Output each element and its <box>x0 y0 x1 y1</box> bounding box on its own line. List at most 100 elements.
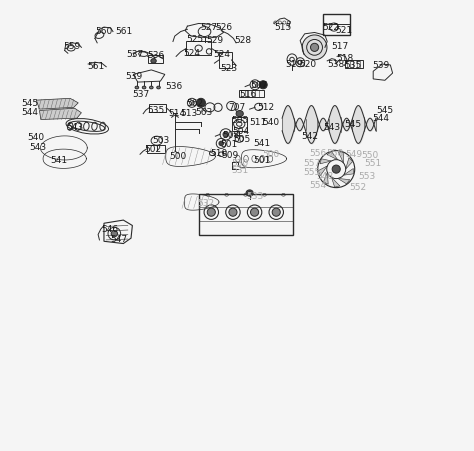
Ellipse shape <box>332 165 340 173</box>
Bar <box>323 14 350 35</box>
Text: 518: 518 <box>336 54 354 63</box>
Ellipse shape <box>207 208 215 216</box>
Text: 503: 503 <box>152 136 170 145</box>
Ellipse shape <box>246 190 253 196</box>
Text: 501: 501 <box>220 140 237 149</box>
Ellipse shape <box>157 86 160 89</box>
Text: 510: 510 <box>210 149 227 158</box>
Text: 548: 548 <box>316 172 333 181</box>
Text: 535: 535 <box>344 61 362 70</box>
Text: 516: 516 <box>239 90 256 99</box>
Bar <box>239 90 264 97</box>
Ellipse shape <box>135 86 139 89</box>
Polygon shape <box>338 179 350 184</box>
Text: 541: 541 <box>50 156 67 165</box>
Text: 539: 539 <box>372 61 390 70</box>
Text: 558: 558 <box>326 149 344 158</box>
Ellipse shape <box>111 230 118 237</box>
Ellipse shape <box>310 43 319 51</box>
Ellipse shape <box>149 86 153 89</box>
Text: 554: 554 <box>309 181 326 190</box>
Polygon shape <box>323 172 328 184</box>
Text: 502: 502 <box>145 145 162 154</box>
Text: 560: 560 <box>95 27 112 36</box>
Ellipse shape <box>259 81 267 89</box>
Text: 528: 528 <box>235 36 252 45</box>
Bar <box>199 194 293 235</box>
Text: 509: 509 <box>221 151 238 160</box>
Text: 561: 561 <box>87 62 105 71</box>
Text: 562: 562 <box>186 99 204 108</box>
Text: 530: 530 <box>232 159 249 168</box>
Text: 531: 531 <box>232 166 249 175</box>
Ellipse shape <box>196 98 205 107</box>
Text: 549: 549 <box>345 150 362 159</box>
Text: 550: 550 <box>361 151 378 160</box>
Polygon shape <box>338 152 344 163</box>
Text: 519: 519 <box>286 60 303 69</box>
Text: 527: 527 <box>200 23 217 32</box>
Bar <box>147 145 165 153</box>
Text: 540: 540 <box>27 133 45 142</box>
Text: 543: 543 <box>29 143 46 152</box>
Text: 504: 504 <box>232 127 250 136</box>
Text: 545: 545 <box>344 120 362 129</box>
Text: 552: 552 <box>349 183 366 192</box>
Text: 524: 524 <box>183 49 200 58</box>
Text: 532: 532 <box>197 199 214 208</box>
Polygon shape <box>320 159 331 164</box>
Polygon shape <box>331 177 340 187</box>
Text: 538: 538 <box>327 60 345 69</box>
Text: 517: 517 <box>332 41 349 51</box>
Text: 561: 561 <box>115 27 132 36</box>
Ellipse shape <box>229 208 237 216</box>
Ellipse shape <box>219 141 223 146</box>
Text: 536: 536 <box>147 51 164 60</box>
Text: 543: 543 <box>324 123 341 132</box>
Bar <box>345 60 363 68</box>
Text: 525: 525 <box>186 35 204 44</box>
Text: 512: 512 <box>257 103 274 112</box>
Text: 543: 543 <box>66 123 83 132</box>
Text: 529: 529 <box>206 36 223 45</box>
Text: 537: 537 <box>132 90 150 99</box>
Text: 523: 523 <box>220 64 237 73</box>
Text: 508: 508 <box>223 131 240 140</box>
Polygon shape <box>36 98 78 109</box>
Ellipse shape <box>272 208 280 216</box>
Ellipse shape <box>236 110 243 117</box>
Text: 540: 540 <box>262 118 279 127</box>
Bar <box>232 117 247 131</box>
Text: 500: 500 <box>169 152 187 161</box>
Text: 555: 555 <box>304 168 321 177</box>
Bar <box>186 41 211 55</box>
Polygon shape <box>344 169 354 175</box>
Text: 533: 533 <box>246 192 263 201</box>
Text: 535: 535 <box>147 106 164 115</box>
Text: 500: 500 <box>262 150 279 159</box>
Text: 557: 557 <box>304 159 321 168</box>
Text: 559: 559 <box>64 42 81 51</box>
Text: 546: 546 <box>102 225 119 234</box>
Ellipse shape <box>142 86 146 89</box>
Text: 524: 524 <box>214 50 230 59</box>
Text: 551: 551 <box>364 159 382 168</box>
Text: 522: 522 <box>322 23 339 32</box>
Text: 545: 545 <box>21 99 38 108</box>
Polygon shape <box>39 108 82 120</box>
Bar <box>219 52 232 68</box>
Text: 515: 515 <box>274 23 291 32</box>
Text: 539: 539 <box>126 72 143 81</box>
Text: 511: 511 <box>250 118 267 127</box>
Polygon shape <box>318 166 328 175</box>
Ellipse shape <box>251 208 259 216</box>
Text: 541: 541 <box>253 139 270 148</box>
Bar <box>148 55 164 63</box>
Text: 542: 542 <box>301 132 318 141</box>
Ellipse shape <box>302 35 327 60</box>
Text: 553: 553 <box>358 172 375 181</box>
Ellipse shape <box>151 59 156 63</box>
Text: 547: 547 <box>110 235 127 244</box>
Text: 520: 520 <box>299 60 316 69</box>
Text: 556: 556 <box>309 149 327 158</box>
